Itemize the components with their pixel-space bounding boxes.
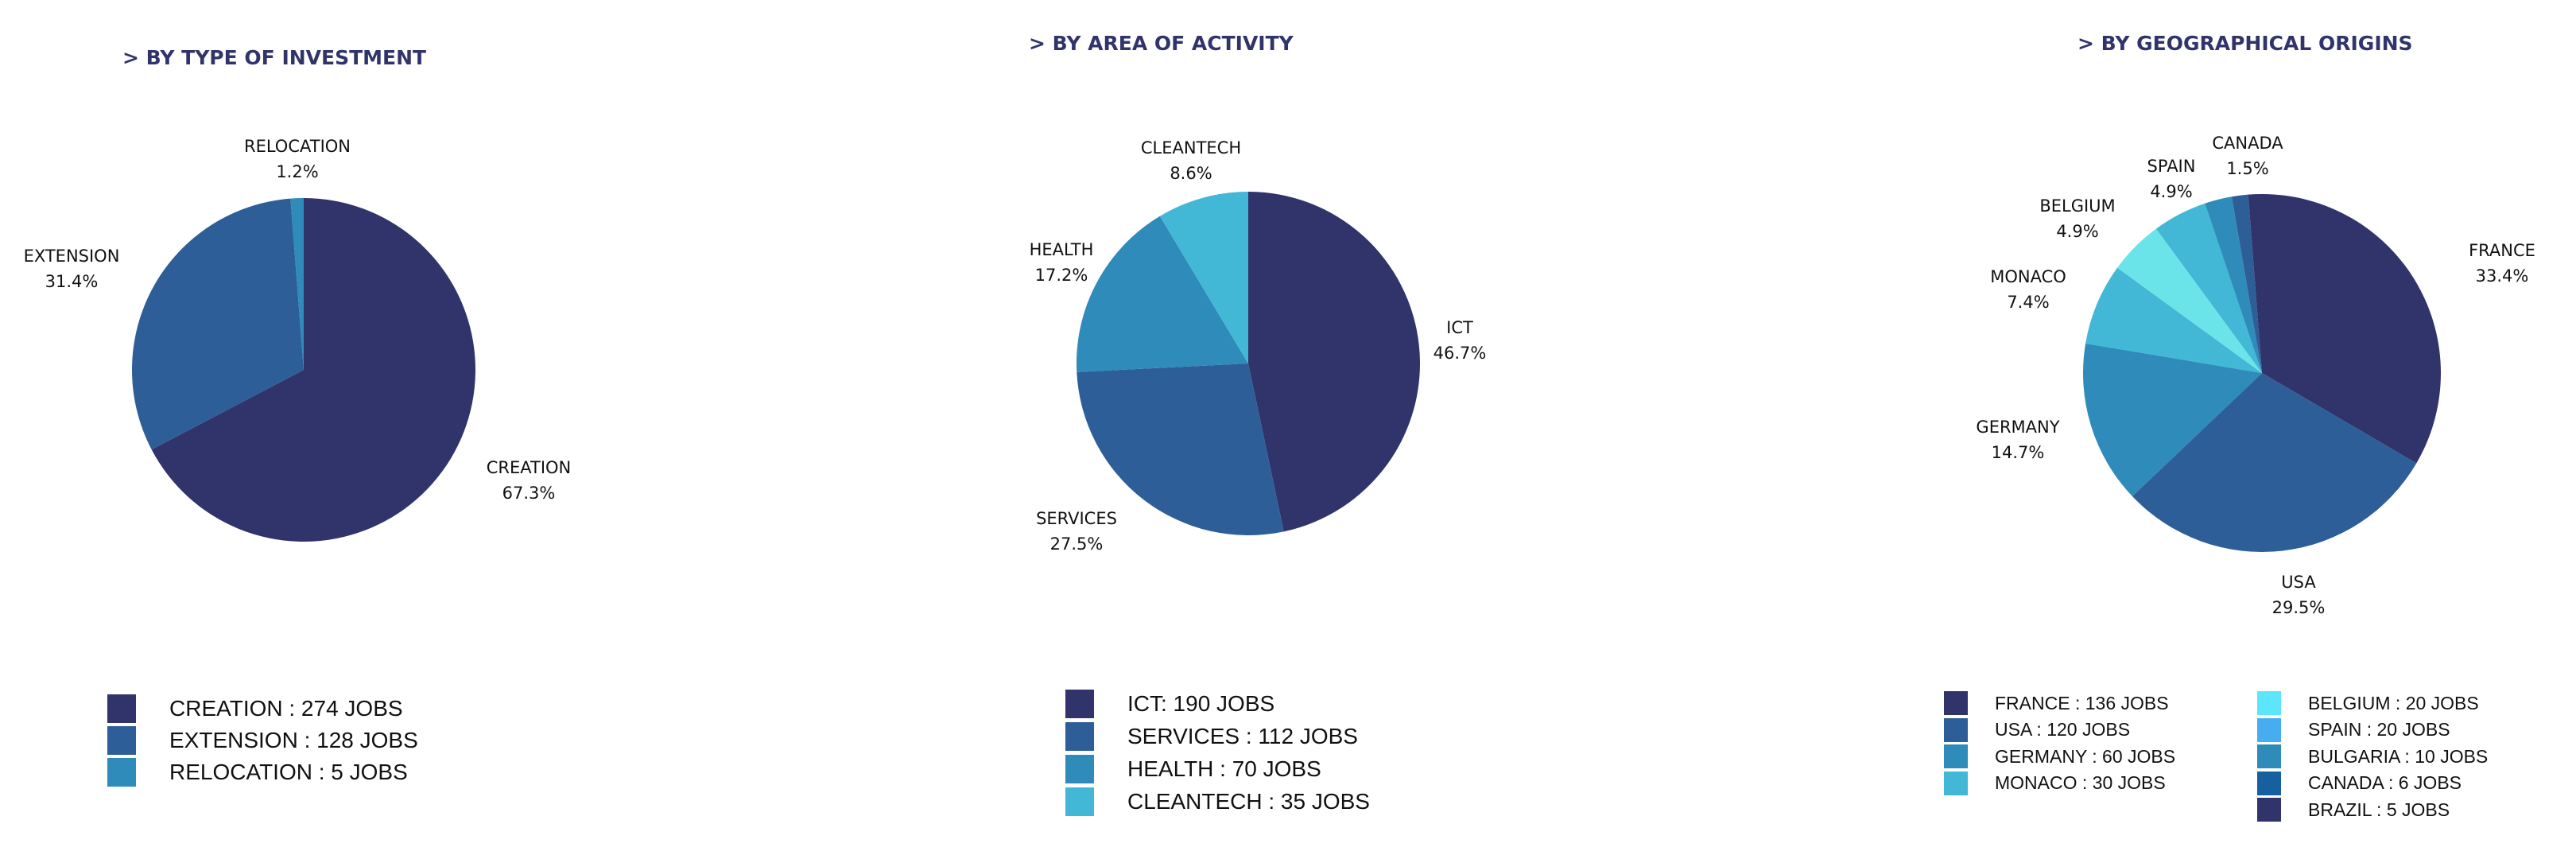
legend-label: RELOCATION : 5 JOBS — [169, 760, 408, 784]
legend-swatch — [1065, 722, 1094, 751]
pie-slice-cleantech — [1159, 192, 1248, 363]
legend-item-extension: EXTENSION : 128 JOBS — [107, 726, 418, 755]
slice-label-extension: EXTENSION 31.4% — [23, 247, 120, 291]
pie-slice-canada — [2231, 194, 2262, 373]
pie-slice-brazil — [2248, 194, 2262, 373]
pie-geographical-origins — [2083, 194, 2441, 553]
legend-swatch — [2257, 691, 2281, 715]
legend-item-france: FRANCE : 136 JOBS — [1944, 691, 2169, 715]
slice-label-services: SERVICES 27.5% — [1036, 509, 1117, 554]
legend-label: MONACO : 30 JOBS — [1995, 772, 2166, 793]
legend-swatch — [1944, 691, 1968, 715]
legend-swatch — [1065, 755, 1094, 783]
pie-slice-ict — [1248, 192, 1421, 532]
legend-item-spain: SPAIN : 20 JOBS — [2257, 717, 2450, 742]
legend-swatch — [1065, 787, 1094, 816]
pie-slice-bulgaria — [2205, 196, 2262, 373]
slice-label-spain: SPAIN 4.9% — [2147, 157, 2196, 201]
legend-item-brazil: BRAZIL : 5 JOBS — [2257, 798, 2450, 822]
pie-slice-health — [1077, 216, 1248, 372]
slice-label-usa: USA 29.5% — [2271, 573, 2326, 617]
legend-swatch — [1944, 771, 1968, 795]
slice-label-belgium: BELGIUM 4.9% — [2039, 196, 2116, 241]
chart-title-investment: > BY TYPE OF INVESTMENT — [122, 46, 427, 69]
legend-label: BELGIUM : 20 JOBS — [2308, 692, 2479, 713]
legend-item-usa: USA : 120 JOBS — [1944, 717, 2131, 742]
legend-swatch — [107, 726, 136, 755]
pie-slice-extension — [131, 198, 304, 450]
legend-swatch — [2257, 798, 2281, 822]
legend-label: ICT: 190 JOBS — [1127, 691, 1275, 716]
legend-item-relocation: RELOCATION : 5 JOBS — [107, 758, 408, 787]
legend-label: USA : 120 JOBS — [1995, 719, 2131, 740]
legend-item-belgium: BELGIUM : 20 JOBS — [2257, 691, 2479, 715]
pie-slice-france — [2262, 194, 2441, 464]
legend-item-ict: ICT: 190 JOBS — [1065, 690, 1274, 718]
slice-label-relocation: RELOCATION 1.2% — [244, 137, 351, 181]
slice-label-canada: CANADA 1.5% — [2212, 134, 2283, 178]
slice-label-creation: CREATION 67.3% — [486, 458, 572, 503]
legend-swatch — [2257, 771, 2281, 795]
pie-type-of-investment — [131, 198, 475, 542]
pie-slice-creation — [151, 198, 475, 542]
legend-swatch — [107, 758, 136, 787]
slice-label-france: FRANCE 33.4% — [2469, 241, 2535, 286]
legend-item-health: HEALTH : 70 JOBS — [1065, 755, 1321, 783]
legend-swatch — [1944, 744, 1968, 768]
legend-label: SERVICES : 112 JOBS — [1127, 724, 1358, 748]
legend-label: BULGARIA : 10 JOBS — [2308, 745, 2489, 767]
legend-swatch — [1065, 690, 1094, 718]
legend-swatch — [1944, 717, 1968, 742]
legend-item-services: SERVICES : 112 JOBS — [1065, 722, 1358, 751]
legend-item-monaco: MONACO : 30 JOBS — [1944, 771, 2166, 795]
legend-label: CANADA : 6 JOBS — [2308, 772, 2462, 793]
legend-swatch — [107, 694, 136, 723]
slice-label-monaco: MONACO 7.4% — [1990, 267, 2066, 312]
legend-label: EXTENSION : 128 JOBS — [169, 728, 418, 752]
pie-slice-monaco — [2085, 267, 2262, 373]
pie-area-of-activity — [1077, 192, 1421, 535]
legend-label: CREATION : 274 JOBS — [169, 696, 403, 721]
slice-label-ict: ICT 46.7% — [1433, 318, 1487, 363]
pie-slice-belgium — [2117, 228, 2262, 373]
legend-label: CLEANTECH : 35 JOBS — [1127, 789, 1370, 814]
legend-swatch — [2257, 717, 2281, 742]
legend-item-canada: CANADA : 6 JOBS — [2257, 771, 2462, 795]
legend-swatch — [2257, 744, 2281, 768]
pie-slice-germany — [2083, 343, 2262, 497]
legend-item-creation: CREATION : 274 JOBS — [107, 694, 403, 723]
chart-title-activity: > BY AREA OF ACTIVITY — [1029, 32, 1294, 55]
legend-label: HEALTH : 70 JOBS — [1127, 756, 1321, 781]
slice-label-cleantech: CLEANTECH 8.6% — [1140, 138, 1242, 183]
pie-slice-relocation — [290, 198, 304, 370]
slice-label-health: HEALTH 17.2% — [1029, 240, 1094, 285]
legend-item-germany: GERMANY : 60 JOBS — [1944, 744, 2175, 768]
pie-slice-spain — [2155, 203, 2262, 373]
legend-item-bulgaria: BULGARIA : 10 JOBS — [2257, 744, 2488, 768]
legend-label: BRAZIL : 5 JOBS — [2308, 799, 2450, 820]
legend-label: GERMANY : 60 JOBS — [1995, 745, 2176, 767]
legend-label: SPAIN : 20 JOBS — [2308, 719, 2450, 740]
legend-label: FRANCE : 136 JOBS — [1995, 692, 2169, 713]
slice-label-germany: GERMANY 14.7% — [1976, 418, 2060, 462]
pie-slice-services — [1077, 363, 1284, 535]
chart-title-geography: > BY GEOGRAPHICAL ORIGINS — [2077, 32, 2413, 55]
legend-item-cleantech: CLEANTECH : 35 JOBS — [1065, 787, 1370, 816]
pie-slice-usa — [2132, 373, 2417, 553]
